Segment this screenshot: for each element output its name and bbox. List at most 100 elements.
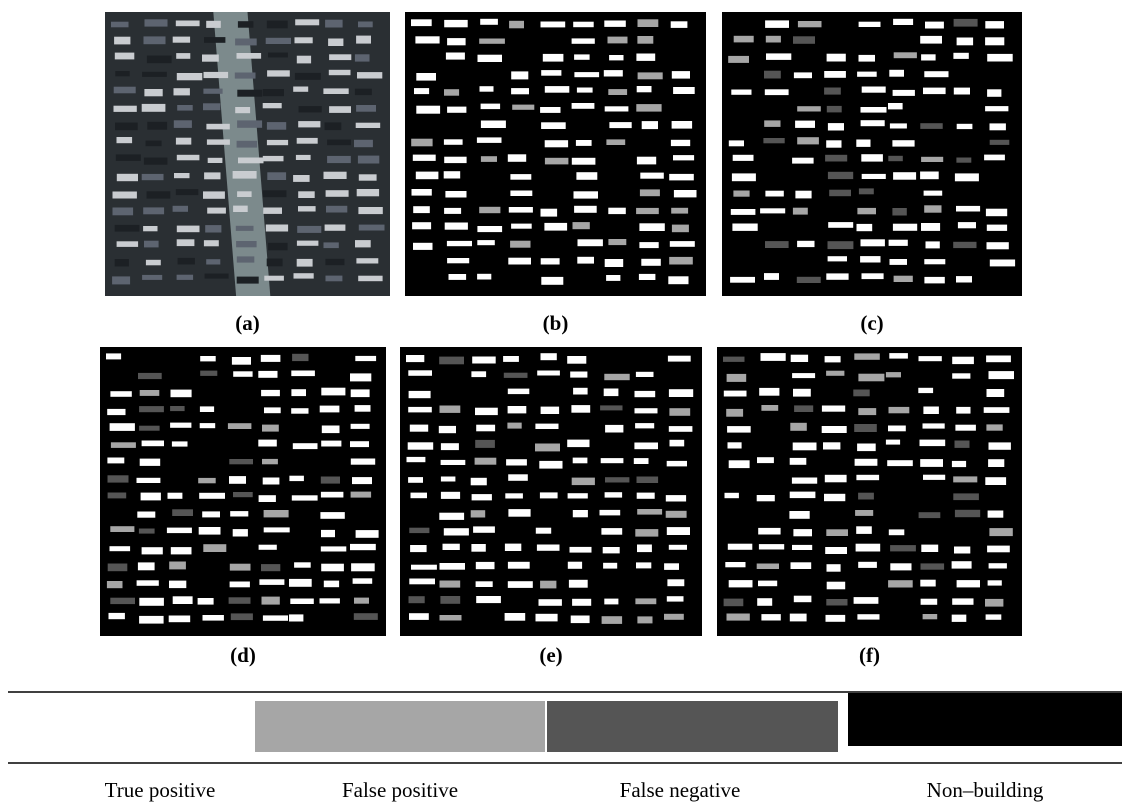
building bbox=[634, 443, 658, 450]
building bbox=[543, 54, 564, 62]
building bbox=[410, 425, 428, 432]
legend-label: False negative bbox=[620, 778, 741, 802]
building bbox=[576, 172, 597, 180]
building bbox=[173, 206, 188, 212]
building bbox=[637, 616, 652, 623]
building bbox=[919, 356, 942, 361]
building bbox=[137, 580, 159, 586]
building bbox=[298, 206, 316, 211]
building bbox=[293, 87, 308, 92]
building bbox=[112, 276, 130, 284]
building bbox=[570, 547, 592, 553]
building bbox=[354, 613, 378, 620]
building bbox=[636, 208, 659, 214]
building bbox=[757, 564, 779, 570]
building bbox=[666, 511, 687, 518]
building bbox=[110, 598, 135, 604]
building bbox=[139, 529, 155, 534]
building bbox=[439, 357, 464, 365]
building bbox=[206, 124, 229, 130]
building bbox=[114, 87, 136, 94]
building bbox=[268, 53, 288, 58]
building bbox=[107, 409, 125, 415]
building bbox=[541, 22, 566, 28]
building bbox=[477, 274, 491, 280]
building bbox=[147, 191, 171, 198]
building bbox=[233, 529, 248, 536]
building bbox=[508, 509, 530, 517]
building bbox=[263, 89, 284, 96]
building bbox=[955, 510, 980, 517]
building bbox=[639, 242, 658, 248]
building bbox=[826, 371, 844, 376]
building bbox=[793, 36, 815, 44]
building bbox=[857, 614, 879, 619]
panel-image bbox=[105, 12, 390, 296]
building bbox=[792, 158, 814, 164]
building bbox=[758, 528, 780, 535]
building bbox=[168, 493, 183, 499]
building bbox=[536, 528, 551, 534]
building bbox=[503, 356, 519, 362]
building bbox=[921, 223, 940, 231]
building bbox=[953, 493, 979, 500]
building bbox=[606, 139, 625, 145]
building bbox=[535, 424, 558, 429]
building bbox=[117, 174, 138, 181]
building bbox=[110, 423, 135, 431]
building bbox=[328, 39, 343, 47]
building bbox=[862, 273, 884, 279]
building bbox=[440, 563, 466, 570]
building bbox=[177, 226, 200, 233]
building bbox=[508, 562, 530, 569]
building bbox=[952, 561, 972, 568]
building bbox=[956, 158, 971, 163]
building bbox=[115, 225, 140, 232]
building bbox=[481, 121, 506, 129]
building bbox=[887, 460, 913, 466]
building bbox=[954, 19, 978, 27]
building bbox=[889, 529, 905, 535]
building bbox=[176, 53, 190, 59]
building bbox=[139, 598, 164, 606]
building bbox=[233, 171, 257, 179]
building bbox=[828, 222, 853, 228]
building bbox=[297, 138, 318, 144]
building bbox=[137, 512, 155, 518]
building bbox=[416, 106, 440, 114]
building bbox=[508, 154, 526, 162]
building bbox=[475, 440, 495, 448]
building bbox=[235, 107, 250, 113]
building bbox=[203, 191, 225, 198]
building bbox=[351, 563, 375, 571]
building bbox=[408, 370, 432, 376]
building bbox=[541, 70, 561, 76]
legend-swatch bbox=[848, 693, 1122, 746]
building bbox=[411, 139, 432, 147]
building bbox=[111, 22, 129, 28]
building bbox=[506, 459, 527, 465]
building bbox=[444, 528, 469, 535]
building bbox=[797, 137, 819, 144]
building bbox=[327, 156, 351, 163]
building bbox=[481, 104, 501, 110]
building bbox=[261, 390, 280, 396]
building bbox=[264, 276, 284, 281]
building bbox=[923, 475, 945, 480]
building bbox=[354, 598, 369, 604]
building bbox=[263, 478, 280, 485]
building bbox=[888, 426, 906, 432]
building bbox=[955, 425, 976, 431]
building bbox=[822, 426, 847, 433]
building bbox=[669, 389, 693, 397]
building bbox=[987, 242, 1009, 249]
building bbox=[541, 407, 560, 414]
building bbox=[407, 457, 426, 462]
building bbox=[106, 353, 121, 359]
building bbox=[110, 391, 131, 397]
building bbox=[827, 54, 846, 62]
building bbox=[477, 226, 502, 232]
building bbox=[859, 55, 876, 62]
building bbox=[410, 545, 427, 552]
building bbox=[790, 423, 807, 431]
